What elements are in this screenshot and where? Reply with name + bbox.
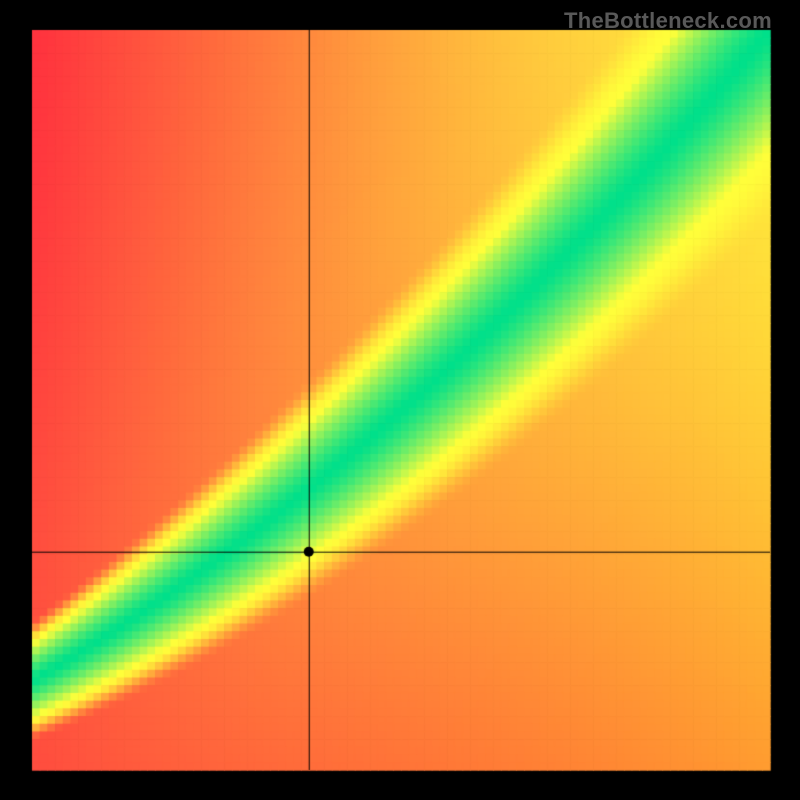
bottleneck-heatmap-container: TheBottleneck.com [0,0,800,800]
bottleneck-heatmap-canvas [0,0,800,800]
watermark-text: TheBottleneck.com [564,8,772,34]
